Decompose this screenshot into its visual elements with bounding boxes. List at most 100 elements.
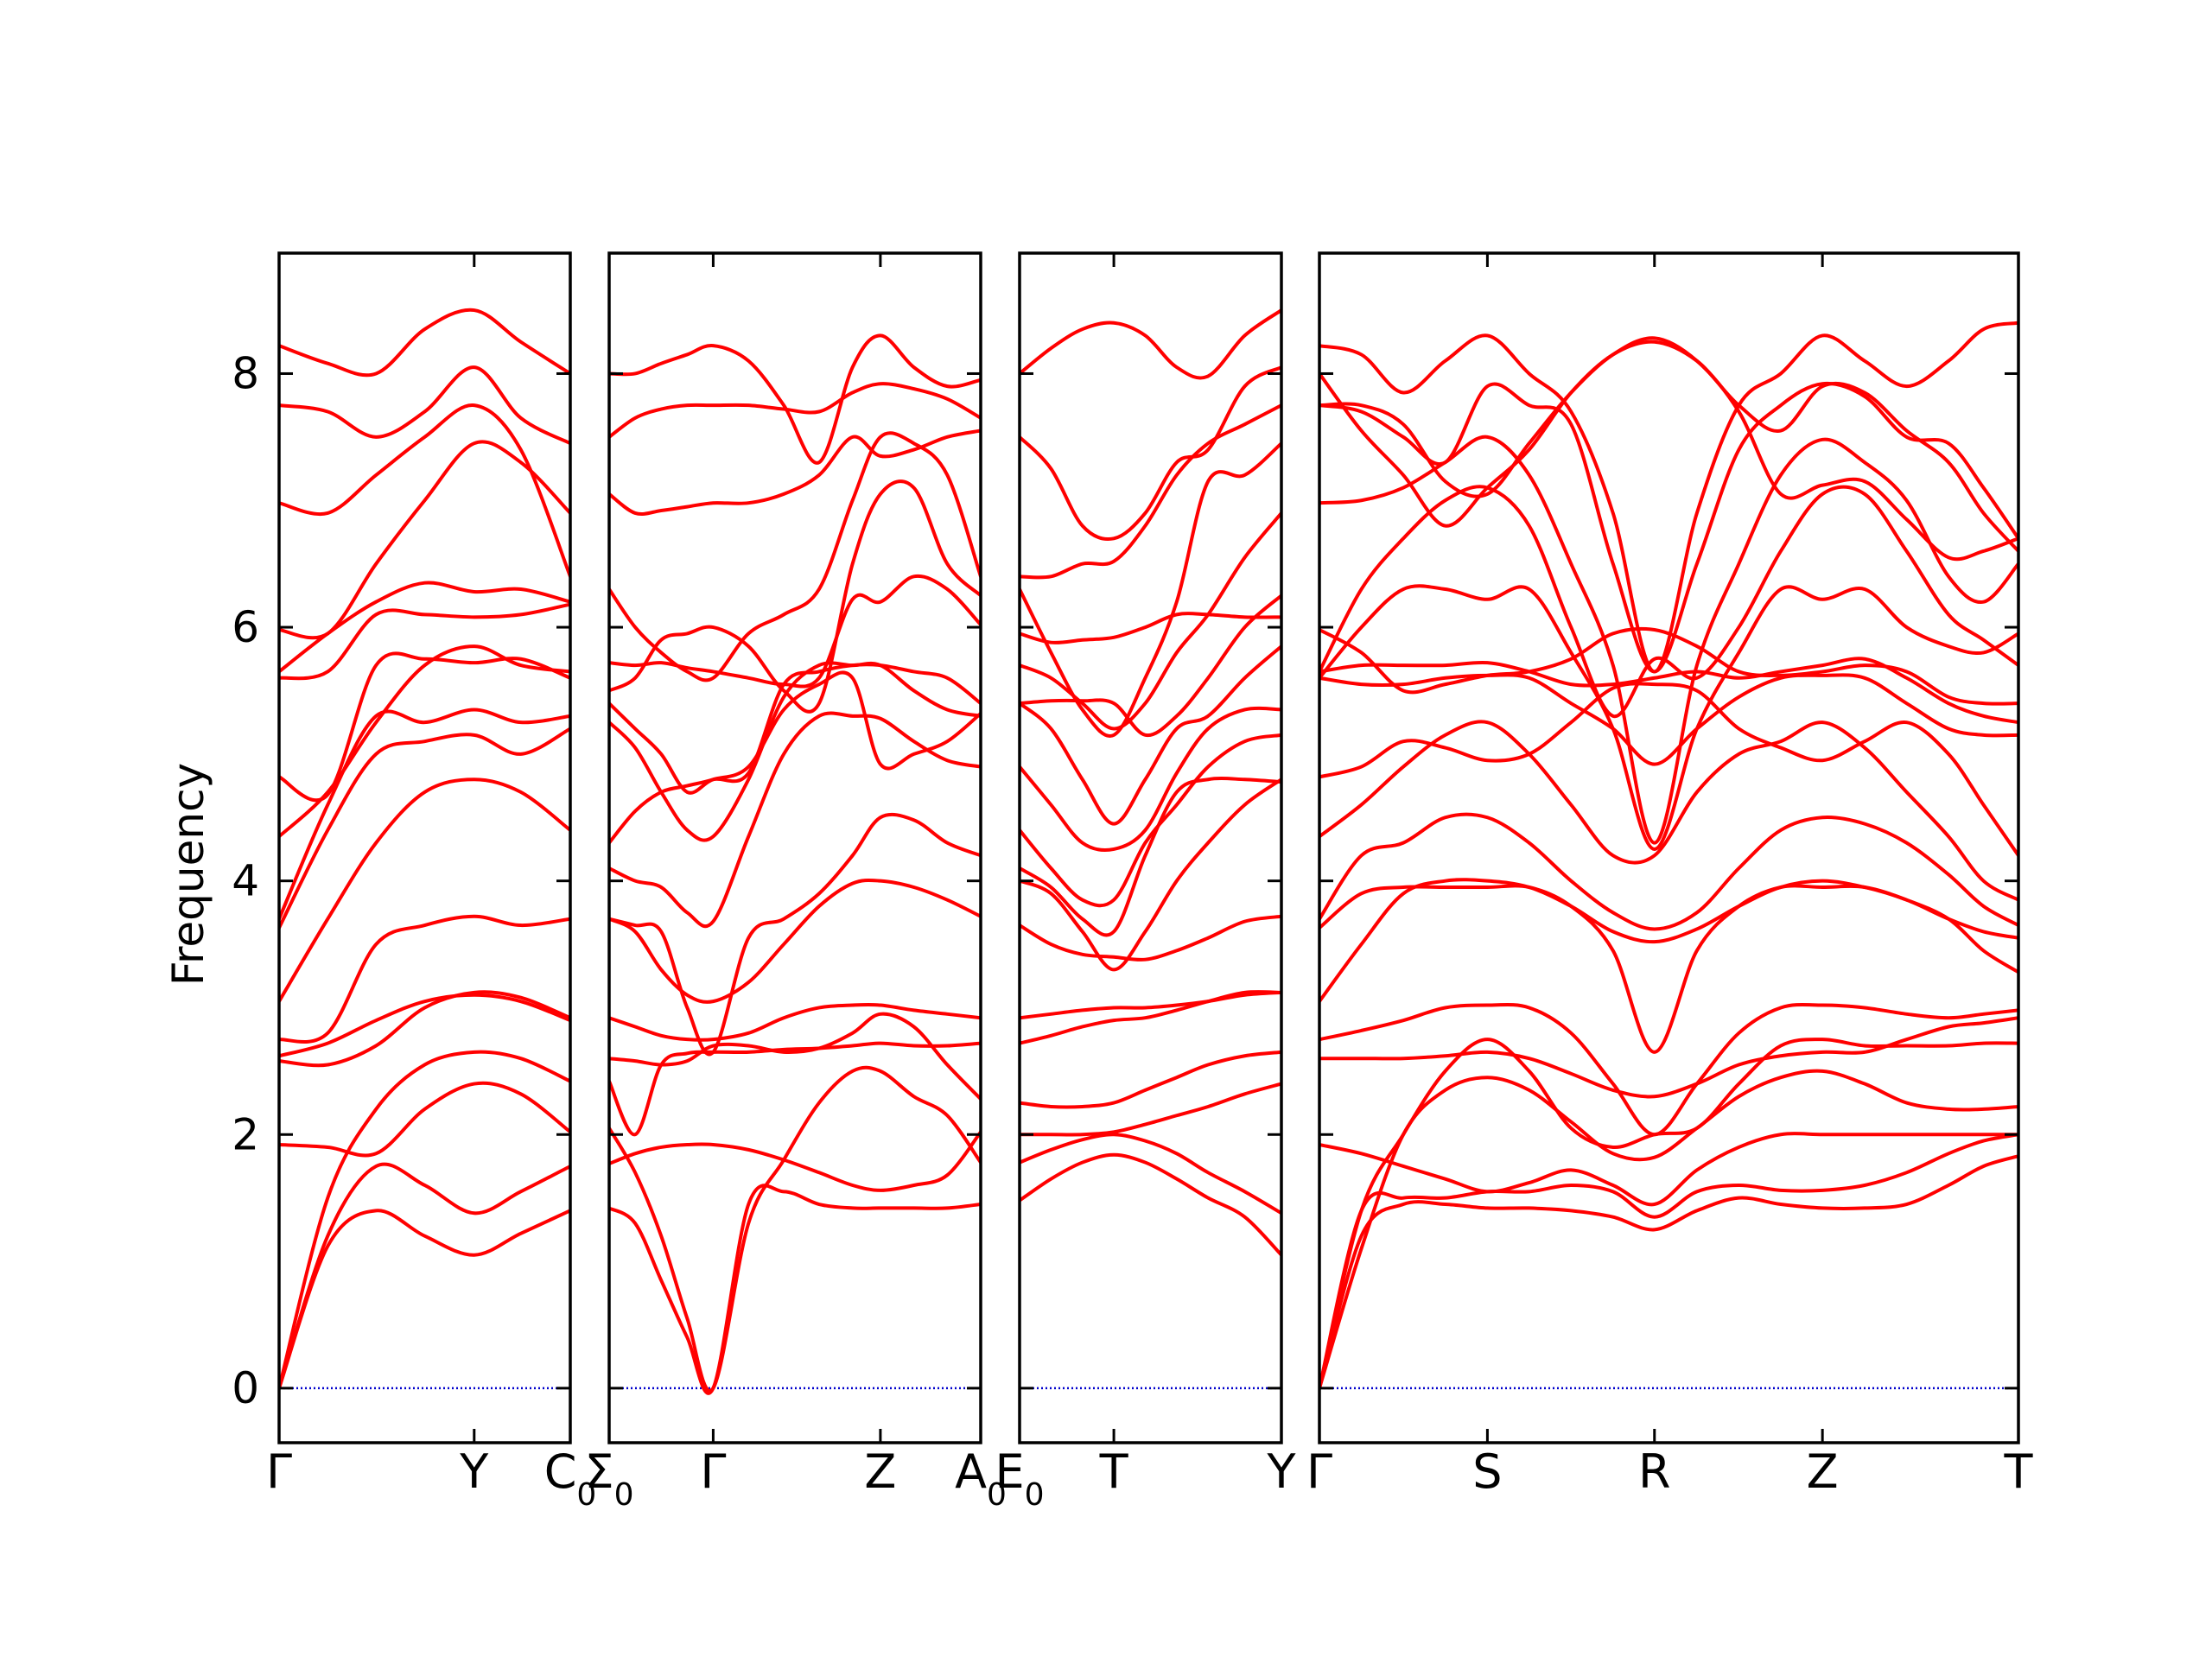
panel-1: Γ Y C0: [266, 251, 596, 1513]
band-line-13: [1319, 673, 2018, 766]
high-symmetry-subscript: 0: [576, 1477, 596, 1513]
band-line-5: [1020, 990, 1281, 1045]
band-line-8: [609, 812, 981, 1057]
band-line-8: [279, 778, 570, 1004]
band-line-4: [279, 1050, 570, 1390]
band-line-3: [279, 1081, 570, 1158]
band-line-8: [1020, 778, 1281, 972]
high-symmetry-label: Γ: [1306, 1444, 1332, 1499]
band-line-18: [279, 308, 570, 378]
band-line-19: [1020, 308, 1281, 380]
high-symmetry-label: Y: [459, 1444, 489, 1499]
band-line-7: [1319, 1002, 2018, 1137]
high-symmetry-label: T: [2004, 1444, 2034, 1499]
band-line-5: [1319, 1038, 2018, 1390]
bands-group: [1319, 321, 2018, 1390]
high-symmetry-label: Z: [1807, 1444, 1839, 1499]
bands-group: [1020, 308, 1281, 1390]
band-line-1: [1319, 1154, 2018, 1390]
high-symmetry-label: T: [1099, 1444, 1129, 1499]
high-symmetry-label: Γ: [266, 1444, 292, 1499]
band-line-4: [1319, 1069, 2018, 1390]
band-line-15: [1020, 612, 1281, 644]
high-symmetry-subscript: 0: [614, 1477, 634, 1513]
panel-frame: [1318, 251, 2020, 1444]
bands-group: [279, 308, 570, 1390]
y-tick-label: 8: [232, 348, 259, 398]
high-symmetry-label: Z: [864, 1444, 896, 1499]
band-line-9: [1020, 777, 1281, 937]
band-line-19: [1319, 336, 2018, 562]
band-line-14: [1020, 511, 1281, 731]
band-line-18: [1319, 435, 2018, 845]
high-symmetry-subscript: 0: [1025, 1477, 1045, 1513]
bands-group: [609, 333, 981, 1395]
band-line-5: [609, 1012, 981, 1101]
band-line-2: [279, 1162, 570, 1390]
band-line-13: [609, 574, 981, 689]
y-tick-labels: 0 2 4 6 8: [232, 348, 259, 1412]
high-symmetry-label: S: [1472, 1444, 1502, 1499]
band-line-13: [1020, 593, 1281, 738]
band-line-4: [1020, 1050, 1281, 1109]
band-line-8: [1319, 878, 2018, 1004]
band-line-14: [609, 479, 981, 714]
band-line-3: [609, 1130, 981, 1192]
y-tick-label: 2: [232, 1109, 259, 1159]
panel-frame: [1018, 251, 1283, 1444]
panel-frame: [277, 251, 572, 1444]
y-tick-label: 6: [232, 602, 259, 652]
band-line-5: [279, 993, 570, 1058]
band-line-1: [609, 1184, 981, 1395]
band-line-9: [279, 727, 570, 930]
band-line-3: [1319, 1132, 2018, 1207]
band-line-15: [279, 440, 570, 640]
band-line-16: [1319, 584, 2018, 851]
band-line-6: [279, 990, 570, 1068]
band-line-7: [1020, 914, 1281, 962]
high-symmetry-label: Y: [1267, 1444, 1297, 1499]
band-line-10: [1319, 812, 2018, 931]
band-line-2: [1020, 1133, 1281, 1216]
band-line-4: [609, 1041, 981, 1137]
band-line-2: [609, 1065, 981, 1393]
band-line-17: [609, 382, 981, 439]
high-symmetry-label: R: [1638, 1444, 1671, 1499]
band-line-11: [1020, 706, 1281, 853]
band-line-12: [1319, 682, 2018, 858]
band-line-18: [609, 333, 981, 465]
band-line-1: [279, 1209, 570, 1390]
band-line-17: [1020, 403, 1281, 580]
high-symmetry-label: Γ: [700, 1444, 726, 1499]
band-line-14: [1319, 657, 2018, 725]
band-line-20: [1319, 340, 2018, 553]
band-line-16: [1020, 441, 1281, 738]
band-line-16: [609, 428, 981, 516]
band-line-10: [279, 708, 570, 921]
band-line-6: [1020, 990, 1281, 1020]
band-line-11: [1319, 720, 2018, 902]
y-tick-label: 4: [232, 856, 259, 906]
y-axis-title: Frequency: [163, 763, 213, 986]
band-line-1: [1020, 1152, 1281, 1257]
y-tick-label: 0: [232, 1363, 259, 1413]
band-line-22: [1319, 321, 2018, 674]
band-line-15: [609, 431, 981, 682]
y-axis-label-layer: Frequency: [163, 763, 213, 986]
band-line-9: [609, 711, 981, 929]
panel-frame: [607, 251, 982, 1444]
band-line-3: [1020, 1082, 1281, 1137]
band-line-11: [609, 661, 981, 842]
band-line-16: [279, 403, 570, 579]
band-line-12: [1020, 644, 1281, 826]
panel-3: E0 T Y: [995, 251, 1297, 1513]
band-line-13: [279, 602, 570, 681]
band-line-2: [1319, 1133, 2018, 1390]
band-line-7: [279, 914, 570, 1044]
band-line-18: [1020, 365, 1281, 541]
band-line-7: [609, 878, 981, 1004]
